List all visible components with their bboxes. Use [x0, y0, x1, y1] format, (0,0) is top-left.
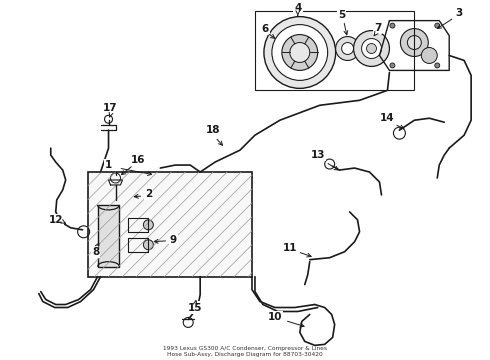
Circle shape	[390, 63, 395, 68]
Text: 15: 15	[188, 302, 202, 312]
Text: 7: 7	[374, 23, 381, 33]
Text: 5: 5	[338, 10, 345, 20]
Circle shape	[264, 17, 336, 88]
Circle shape	[336, 37, 360, 60]
Circle shape	[144, 220, 153, 230]
Circle shape	[407, 36, 421, 50]
Circle shape	[282, 35, 318, 71]
Circle shape	[435, 23, 440, 28]
Circle shape	[421, 48, 437, 63]
Text: 9: 9	[170, 235, 177, 245]
Text: 11: 11	[283, 243, 297, 253]
Text: 2: 2	[145, 189, 152, 199]
Circle shape	[272, 24, 328, 80]
Text: 1993 Lexus GS300 A/C Condenser, Compressor & Lines
Hose Sub-Assy, Discharge Diag: 1993 Lexus GS300 A/C Condenser, Compress…	[163, 346, 327, 357]
Text: 10: 10	[268, 312, 282, 323]
Circle shape	[342, 42, 354, 54]
Circle shape	[354, 31, 390, 67]
Circle shape	[435, 63, 440, 68]
Text: 1: 1	[105, 160, 112, 170]
Text: 3: 3	[456, 8, 463, 18]
Text: 14: 14	[380, 113, 395, 123]
Bar	[98, 205, 120, 267]
Circle shape	[390, 23, 395, 28]
Text: 17: 17	[103, 103, 118, 113]
Text: 4: 4	[294, 3, 301, 13]
Text: 13: 13	[311, 150, 325, 160]
Text: 6: 6	[261, 24, 269, 33]
Text: 16: 16	[131, 155, 146, 165]
Text: 12: 12	[49, 215, 63, 225]
Text: 18: 18	[206, 125, 220, 135]
Bar	[255, 11, 415, 90]
Bar	[88, 172, 252, 276]
Circle shape	[144, 240, 153, 250]
Circle shape	[362, 39, 382, 58]
Text: 8: 8	[92, 247, 99, 257]
Circle shape	[367, 44, 376, 54]
Circle shape	[400, 28, 428, 57]
Circle shape	[290, 42, 310, 62]
